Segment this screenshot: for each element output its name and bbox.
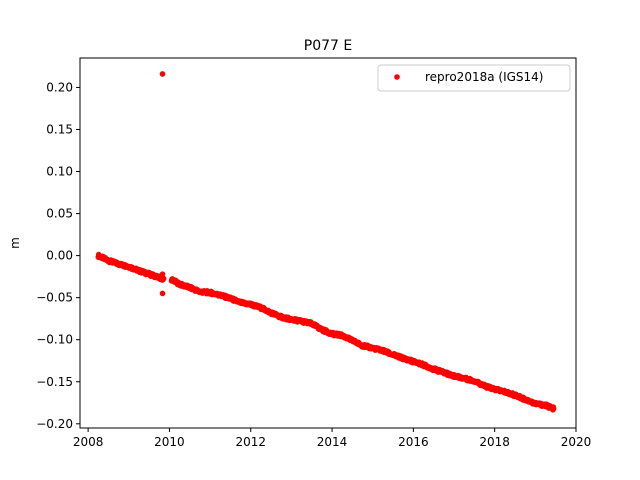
y-tick-label: 0.10 bbox=[46, 165, 73, 179]
x-tick-label: 2016 bbox=[398, 435, 429, 449]
y-tick-label: 0.05 bbox=[46, 207, 73, 221]
x-tick-label: 2012 bbox=[235, 435, 266, 449]
y-axis: 0.20 0.15 0.10 0.05 0.00 −0.05 −0.10 −0.15 −0.20 bbox=[36, 80, 80, 431]
y-tick-label: 0.15 bbox=[46, 122, 73, 136]
data-point bbox=[550, 405, 557, 412]
plot-frame bbox=[79, 57, 577, 429]
y-tick-label: −0.10 bbox=[36, 333, 73, 347]
legend-box bbox=[377, 64, 571, 92]
legend: repro2018a (IGS14) bbox=[377, 64, 571, 92]
x-axis: 2008 2010 2012 2014 2016 2018 2020 bbox=[73, 428, 591, 449]
y-tick-label: 0.00 bbox=[46, 249, 73, 263]
plot-area bbox=[80, 58, 576, 428]
x-tick-label: 2020 bbox=[561, 435, 592, 449]
outlier-point bbox=[159, 71, 166, 77]
data-point bbox=[160, 275, 167, 282]
y-tick-label: −0.05 bbox=[36, 291, 73, 305]
y-tick-label: 0.20 bbox=[46, 80, 73, 94]
x-tick-label: 2018 bbox=[479, 435, 510, 449]
y-tick-label: −0.15 bbox=[36, 375, 73, 389]
x-tick-label: 2008 bbox=[73, 435, 104, 449]
legend-marker bbox=[394, 74, 400, 80]
legend-label: repro2018a (IGS14) bbox=[425, 70, 543, 84]
chart-title: P077 E bbox=[304, 38, 352, 54]
y-axis-label: m bbox=[8, 237, 22, 249]
x-tick-label: 2014 bbox=[317, 435, 348, 449]
outlier-point bbox=[159, 290, 166, 297]
outlier-point bbox=[159, 271, 166, 277]
y-tick-label: −0.20 bbox=[36, 417, 73, 431]
data-points bbox=[95, 71, 557, 413]
x-tick-label: 2010 bbox=[154, 435, 185, 449]
